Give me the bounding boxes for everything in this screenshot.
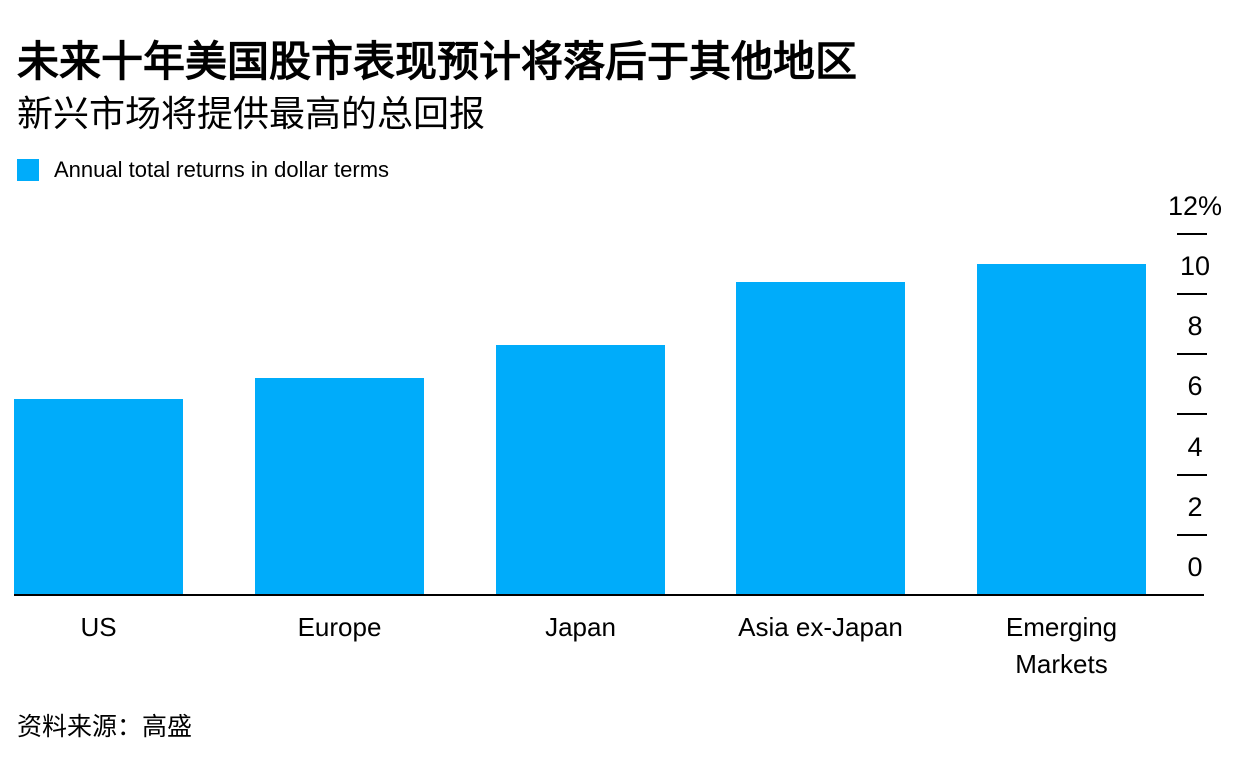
y-tick-label-6: 6 — [1187, 371, 1203, 401]
legend: Annual total returns in dollar terms — [17, 157, 389, 183]
y-tick-label-8: 8 — [1187, 311, 1203, 341]
y-tick-8 — [1177, 353, 1207, 355]
y-tick-label-12: 12% — [1167, 191, 1223, 221]
source-note: 资料来源：高盛 — [17, 713, 193, 741]
x-label-us: US — [80, 612, 117, 642]
bar-us — [14, 399, 183, 595]
x-label-asia-ex-japan: Asia ex-Japan — [738, 612, 903, 642]
y-tick-label-0: 0 — [1187, 552, 1203, 582]
y-tick-4 — [1177, 474, 1207, 476]
y-tick-12 — [1177, 233, 1207, 235]
y-tick-label-10: 10 — [1179, 251, 1211, 281]
y-tick-2 — [1177, 534, 1207, 536]
x-label-europe: Europe — [297, 612, 382, 642]
bar-asia-ex-japan — [736, 282, 905, 595]
bar-japan — [496, 345, 665, 595]
x-axis-line — [14, 594, 1204, 596]
bar-europe — [255, 378, 424, 595]
chart-subtitle: 新兴市场将提供最高的总回报 — [17, 93, 486, 134]
x-label-emerging-markets: Emerging Markets — [1005, 612, 1118, 679]
x-label-japan: Japan — [545, 612, 616, 642]
y-tick-10 — [1177, 293, 1207, 295]
legend-swatch-icon — [17, 159, 39, 181]
bar-emerging-markets — [977, 264, 1146, 595]
y-tick-6 — [1177, 413, 1207, 415]
chart-title: 未来十年美国股市表现预计将落后于其他地区 — [17, 38, 858, 85]
y-tick-label-4: 4 — [1187, 432, 1203, 462]
legend-label: Annual total returns in dollar terms — [54, 157, 390, 182]
y-tick-label-2: 2 — [1187, 492, 1203, 522]
